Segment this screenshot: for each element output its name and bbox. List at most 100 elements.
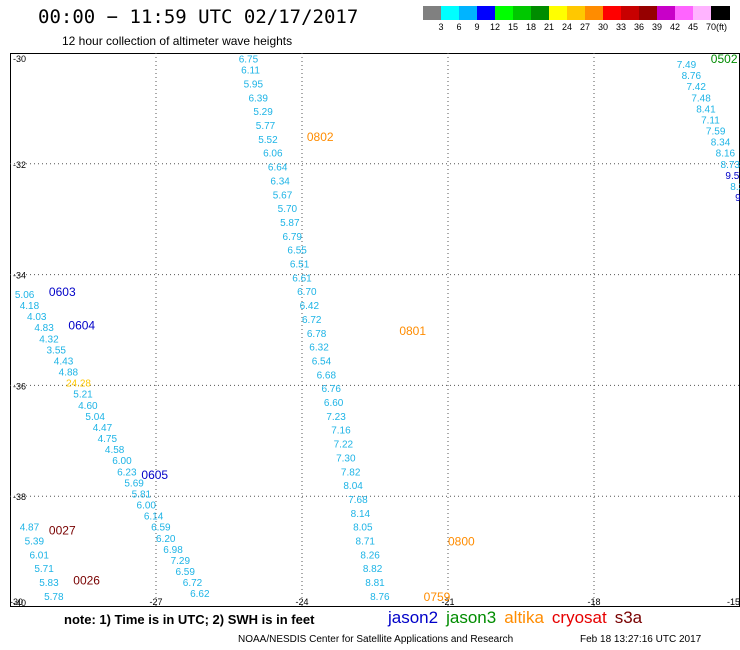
swh-value: 6.34 — [270, 176, 290, 187]
swh-value: 6.72 — [302, 315, 322, 326]
swh-value: 4.58 — [105, 445, 125, 456]
colorbar-label: 30 — [597, 22, 609, 32]
swh-value: 6.00 — [137, 501, 157, 512]
colorbar-swatch — [675, 6, 693, 20]
swh-value: 7.30 — [336, 453, 356, 464]
colorbar-swatch — [441, 6, 459, 20]
colorbar-label: 18 — [525, 22, 537, 32]
lat-tick-label: -36 — [13, 381, 26, 391]
swh-value: 8.76 — [370, 592, 390, 603]
swh-value: 6.79 — [283, 232, 303, 243]
satellite-legend-jason2: jason2 — [388, 608, 439, 627]
colorbar-swatch — [477, 6, 495, 20]
colorbar-label: 33 — [615, 22, 627, 32]
swh-value: 7.16 — [331, 426, 351, 437]
swh-value: 8.76 — [682, 71, 702, 82]
swh-value: 5.29 — [253, 107, 273, 118]
colorbar — [423, 6, 730, 20]
satellite-legend-s3a: s3a — [614, 608, 643, 627]
swh-value: 6.51 — [290, 260, 310, 271]
swh-value: 5.04 — [85, 412, 105, 423]
swh-value: 8.71 — [356, 537, 376, 548]
swh-value: 5.52 — [258, 135, 278, 146]
swh-value: 9.43 — [735, 193, 740, 204]
swh-value: 7.82 — [341, 467, 361, 478]
swh-value: 5.21 — [73, 390, 93, 401]
swh-value: 6.70 — [297, 287, 317, 298]
colorbar-swatch — [459, 6, 477, 20]
lat-tick-label: -34 — [13, 271, 26, 281]
lat-tick-label: -32 — [13, 160, 26, 170]
swh-value: 5.67 — [273, 190, 293, 201]
page-subtitle: 12 hour collection of altimeter wave hei… — [62, 34, 293, 48]
swh-value: 6.42 — [300, 301, 320, 312]
swh-value: 7.49 — [677, 60, 697, 71]
colorbar-swatch — [711, 6, 729, 20]
colorbar-label: 24 — [561, 22, 573, 32]
swh-value: 6.78 — [307, 329, 327, 340]
pass-time-label: 0605 — [141, 468, 168, 482]
lat-tick-label: -30 — [13, 54, 26, 64]
swh-value: 3.55 — [47, 345, 67, 356]
colorbar-label: 3 — [438, 22, 444, 32]
lon-tick-label: -18 — [587, 597, 600, 607]
swh-value: 8.82 — [363, 564, 383, 575]
swh-value: 5.95 — [244, 79, 264, 90]
swh-value: 8.04 — [343, 481, 363, 492]
colorbar-swatch — [495, 6, 513, 20]
swh-value: 6.01 — [29, 550, 49, 561]
swh-value: 6.59 — [175, 567, 195, 578]
colorbar-label: 42 — [669, 22, 681, 32]
swh-value: 7.48 — [691, 93, 711, 104]
colorbar-swatch — [513, 6, 531, 20]
swh-value: 6.11 — [241, 66, 260, 77]
colorbar-label: 9 — [474, 22, 480, 32]
pass-time-label: 0603 — [49, 285, 76, 299]
lon-tick-label: -21 — [441, 597, 454, 607]
swh-value: 5.69 — [124, 478, 144, 489]
swh-value: 8.81 — [365, 578, 385, 589]
pass-time-label: 0502 — [711, 53, 738, 66]
swh-value: 5.83 — [39, 578, 59, 589]
footer-timestamp: Feb 18 13:27:16 UTC 2017 — [580, 634, 702, 645]
swh-value: 4.75 — [98, 434, 118, 445]
swh-value: 5.87 — [280, 218, 300, 229]
swh-value: 7.68 — [348, 495, 368, 506]
lat-tick-label: -38 — [13, 492, 26, 502]
swh-value: 24.28 — [66, 379, 91, 390]
swh-value: 6.62 — [190, 589, 210, 600]
swh-value: 7.11 — [701, 115, 720, 126]
swh-value: 6.32 — [309, 343, 329, 354]
colorbar-labels: 3 6 9 12 15 18 21 24 27 30 33 36 39 42 45 70 — [423, 22, 740, 34]
map-plot: -30 -32 -34 -36 -38 -40 -30 -27 -24 -21 -18 -15 7.49… — [10, 52, 740, 608]
page-title: 00:00 − 11:59 UTC 02/17/2017 — [38, 6, 359, 28]
swh-value: 5.71 — [34, 564, 54, 575]
swh-value: 9.57 — [725, 171, 740, 182]
colorbar-swatch — [639, 6, 657, 20]
swh-value: 4.88 — [59, 368, 79, 379]
map-svg: -30-32-34-36-38-40-30 -27 -24 -21 -18 -157.49… — [10, 52, 740, 608]
swh-value: 6.14 — [144, 512, 164, 523]
swh-value: 5.81 — [132, 489, 152, 500]
colorbar-label: 27 — [579, 22, 591, 32]
swh-value: 5.06 — [15, 290, 35, 301]
satellite-legend: jason2 jason3 altika cryosat s3a — [388, 608, 650, 628]
swh-value: 8.73 — [721, 160, 740, 171]
swh-value: 6.06 — [263, 149, 283, 160]
swh-value: 6.55 — [287, 246, 307, 257]
pass-time-label: 0801 — [399, 324, 426, 338]
swh-value: 6.76 — [321, 384, 341, 395]
swh-value: 7.23 — [326, 412, 346, 423]
footer-note: note: 1) Time is in UTC; 2) SWH is in fe… — [64, 612, 315, 627]
swh-value: 8.05 — [353, 523, 373, 534]
swh-value: 8.16 — [716, 149, 736, 160]
colorbar-swatch — [621, 6, 639, 20]
swh-value: 6.23 — [117, 467, 137, 478]
swh-value: 5.70 — [278, 204, 298, 215]
swh-value: 4.18 — [20, 301, 40, 312]
swh-value: 4.87 — [20, 523, 40, 534]
swh-value: 7.59 — [706, 127, 726, 138]
swh-value: 7.29 — [171, 556, 191, 567]
swh-value: 8.41 — [696, 104, 716, 115]
swh-value: 5.39 — [25, 537, 45, 548]
